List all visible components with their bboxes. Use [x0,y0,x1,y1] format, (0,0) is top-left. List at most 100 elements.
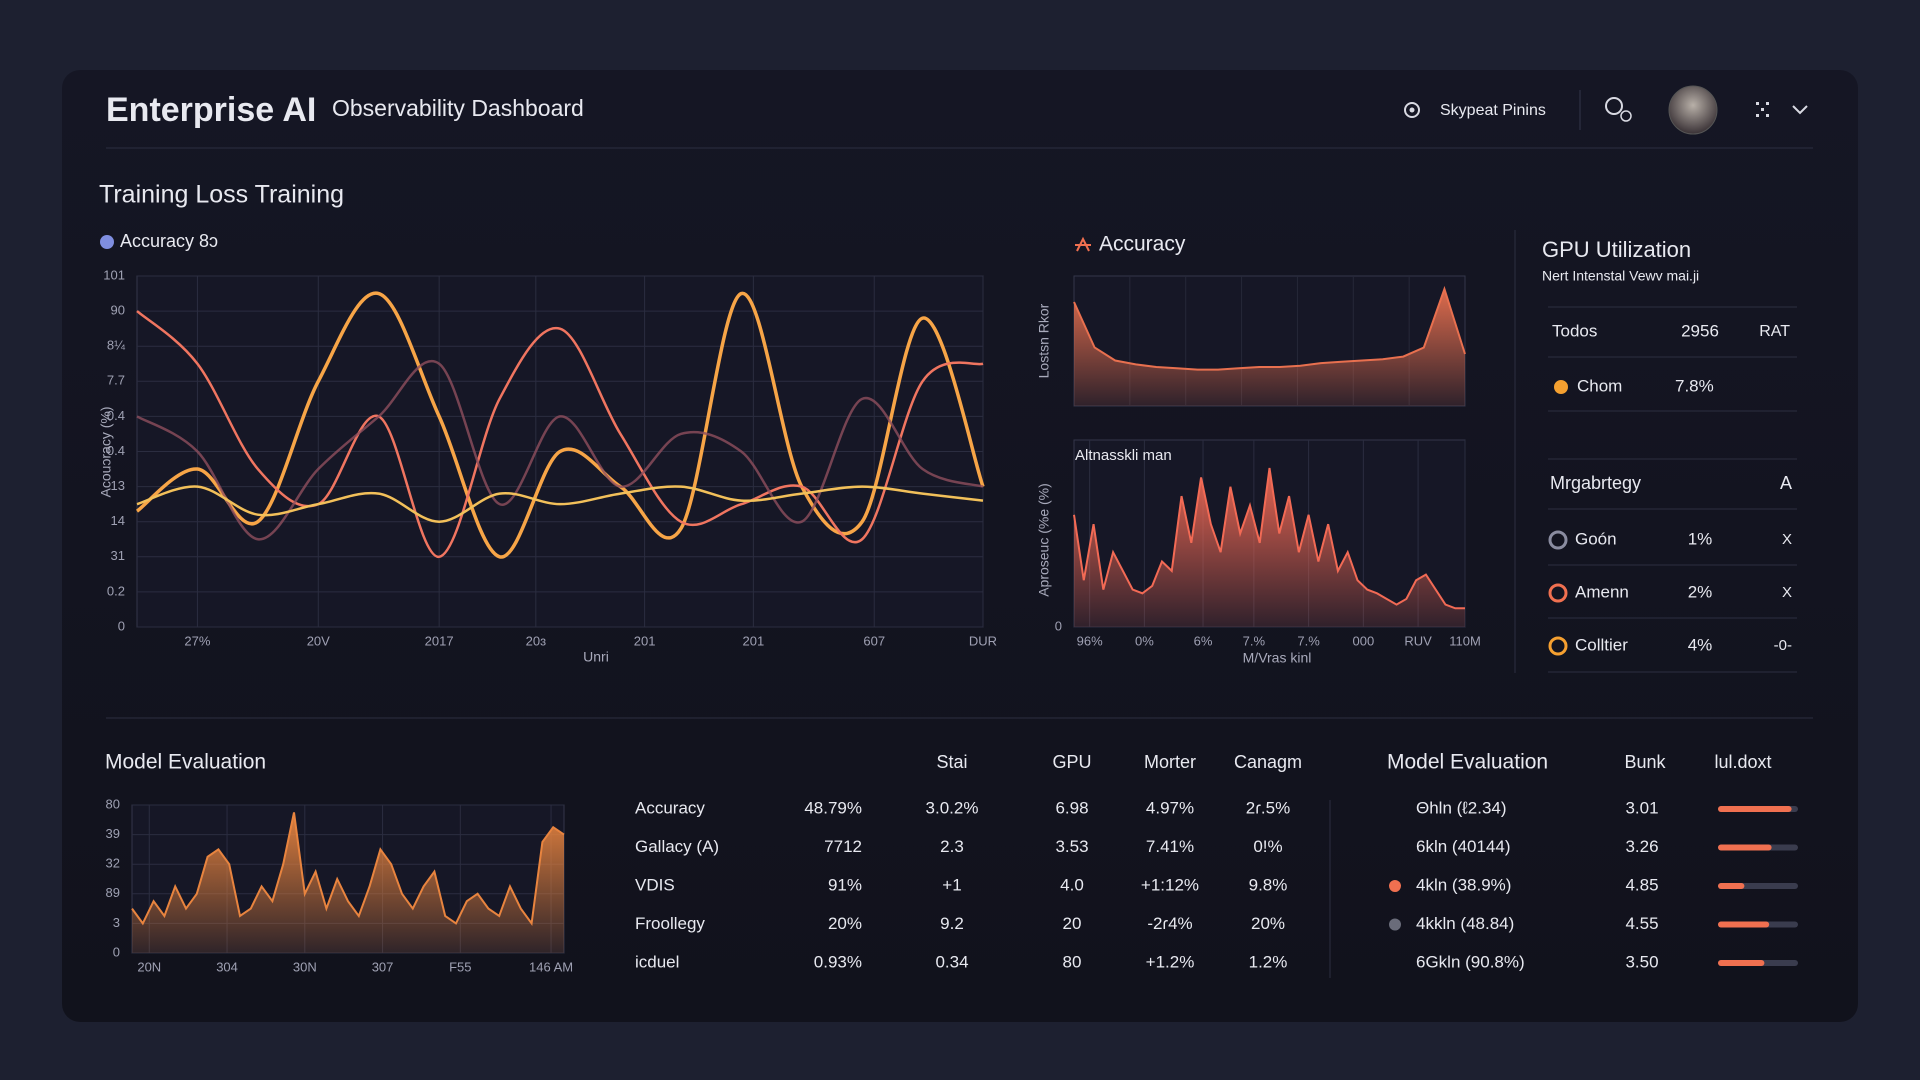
chart-title: Altnasskli man [1075,447,1172,464]
cell: X [1782,531,1792,548]
column-header: Bunk [1624,752,1666,772]
status-dot [1554,380,1568,394]
page-title: Observability Dashboard [332,95,584,121]
y-tick-label: 0 [118,618,125,633]
cell: -0- [1774,637,1792,654]
brand: Enterprise AI [106,91,316,129]
cell: X [1782,584,1792,601]
x-tick-label: 304 [216,959,238,974]
cell: 20% [1251,914,1285,933]
cell: 9.8% [1249,875,1288,894]
settings-icon[interactable] [1404,102,1420,118]
y-tick-label: 7.7 [107,373,125,388]
y-tick-label: 101 [103,267,125,282]
row-icon [1548,530,1568,550]
x-tick-label: 110M [1449,633,1481,648]
y-tick-label: 89 [106,885,120,900]
x-tick-label: RUV [1404,633,1432,648]
cell: RAT [1759,323,1790,340]
panel-title: Model Evaluation [1387,751,1548,774]
cell: Amenn [1575,582,1629,601]
chevron[interactable] [1792,105,1808,115]
cell: 7712 [824,837,862,856]
legend-label: Accuracy 8ↄ [120,231,218,251]
line [136,360,984,541]
chart-icon [1075,236,1091,252]
cell: 3.26 [1625,837,1658,856]
progress-bar [1718,960,1765,966]
cell: +1:12% [1141,875,1199,894]
cell: Colltier [1575,635,1628,654]
cell: 4kkln (48.84) [1416,914,1514,933]
section-title: Training Loss Training [99,181,344,209]
cell: 0!% [1253,837,1282,856]
legend-icon [100,235,114,249]
x-tick-label: 7.% [1297,633,1320,648]
cell: 6kln (40144) [1416,837,1511,856]
search-icon[interactable] [1605,97,1632,122]
x-tick-label: 201 [634,633,656,648]
cell: 7.8% [1675,376,1714,395]
x-tick-label: 607 [863,633,885,648]
x-tick-label: 27% [184,633,210,648]
menu-icon[interactable] [1756,102,1769,117]
cell: 91% [828,875,862,894]
x-tick-label: 20V [307,633,330,648]
status-dot [1389,880,1401,892]
y-tick-label: 8¼ [107,338,125,353]
avatar[interactable] [1668,85,1718,135]
row-icon [1548,636,1568,656]
line [136,485,984,523]
progress-bar [1718,844,1772,851]
cell: 4.55 [1625,914,1658,933]
cell: 4.0 [1060,875,1084,894]
cell: 3.0.2% [926,798,979,817]
cell: 20% [828,914,862,933]
column-header: GPU [1052,752,1091,772]
x-tick-label: DUR [969,633,997,648]
progress-bar [1718,921,1770,928]
column-header: Canagm [1234,752,1302,772]
x-axis-label: Unri [583,649,609,665]
column-header: Stai [936,752,967,772]
chart-title: Accuracy [1099,233,1186,256]
cell: 1% [1688,529,1713,548]
panel-title: GPU Utilization [1542,237,1691,262]
cell: 4kln (38.9%) [1416,875,1511,894]
cell: 9.2 [940,914,964,933]
cell: icduel [635,952,679,971]
y-tick-label: 31 [111,548,125,563]
x-tick-label: 2017 [425,633,454,648]
y-axis-label: Aproseuc (%e (%) [1036,483,1052,597]
area-line [1073,467,1465,610]
cell: 2.3 [940,837,964,856]
y-tick-label: 0 [1055,618,1062,633]
cell: 3.50 [1625,952,1658,971]
x-tick-label: 96% [1077,633,1103,648]
cell: Goón [1575,529,1617,548]
row-icon [1548,583,1568,603]
cell: Chom [1577,376,1622,395]
y-tick-label: 3 [113,915,120,930]
x-tick-label: 0% [1135,633,1154,648]
column-header: lul.doxt [1714,752,1771,772]
cell: 3.01 [1625,798,1658,817]
user-name[interactable]: Skypeat Pinins [1440,102,1546,119]
cell: -2ɾ4% [1147,914,1192,933]
cell: 0.93% [814,952,862,971]
cell: 0.34 [935,952,968,971]
x-tick-label: 146 AM [529,959,573,974]
cell: 4.85 [1625,875,1658,894]
y-tick-label: 0.2 [107,583,125,598]
panel-subtitle: Nert Intenstal Vewv mai.ji [1542,268,1699,284]
cell: 7.41% [1146,837,1194,856]
y-tick-label: 0.4 [107,443,125,458]
cell: 6.98 [1055,798,1088,817]
area-line [131,812,565,927]
group-title: Mrgabrtegy [1550,473,1641,493]
column-header: Morter [1144,752,1196,772]
y-axis-label: Acouɔracy (%) [98,406,114,497]
area [1074,289,1465,406]
x-tick-label: 307 [372,959,394,974]
